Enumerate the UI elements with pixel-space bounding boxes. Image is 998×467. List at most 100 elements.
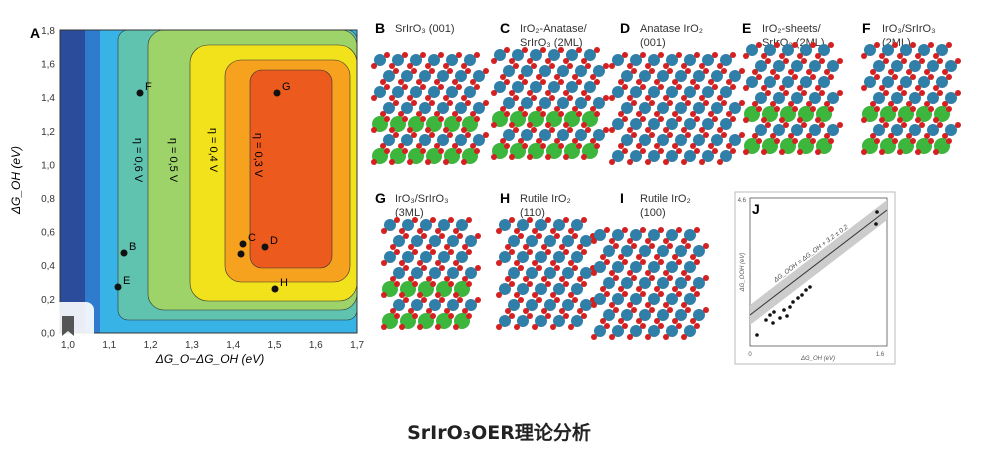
atom-o	[618, 254, 624, 260]
atom-ir	[630, 150, 642, 162]
atom-o	[447, 100, 453, 106]
atom-o	[717, 127, 723, 133]
atom-o	[531, 63, 537, 69]
atom-o	[631, 100, 637, 106]
atom-ir	[521, 97, 533, 109]
atom-o	[443, 95, 449, 101]
atom-o	[540, 79, 546, 85]
atom-o	[690, 111, 696, 117]
atom-ir	[521, 65, 533, 77]
panel-title: Rutile IrO₂	[520, 193, 571, 205]
atom-o	[703, 275, 709, 281]
atom-o	[906, 133, 912, 139]
atom-o	[594, 143, 600, 149]
atom-o	[577, 276, 583, 282]
atom-o	[888, 101, 894, 107]
atom-o	[915, 53, 921, 59]
atom-o	[928, 138, 934, 144]
atom-ir	[684, 54, 696, 66]
x-tick-label: 1,7	[350, 340, 364, 351]
atom-o	[536, 233, 542, 239]
atom-o	[523, 308, 529, 314]
atom-o	[919, 58, 925, 64]
atom-o	[594, 47, 600, 53]
atom-o	[649, 307, 655, 313]
atom-o	[618, 79, 624, 85]
atom-o	[756, 74, 762, 80]
atom-o	[434, 111, 440, 117]
data-point	[136, 89, 144, 97]
atom-ir	[508, 299, 520, 311]
atom-o	[676, 52, 682, 58]
atom-o	[572, 74, 578, 80]
panel-label: E	[742, 20, 751, 36]
atom-o	[717, 63, 723, 69]
atom-o	[421, 297, 427, 303]
atom-o	[676, 227, 682, 233]
atom-o	[658, 148, 664, 154]
atom-ir	[657, 134, 669, 146]
panel-title: Rutile IrO₂	[640, 193, 691, 205]
atom-o	[504, 111, 510, 117]
atom-o	[408, 276, 414, 282]
atom-o	[824, 69, 830, 75]
atom-o	[434, 143, 440, 149]
atom-ir	[936, 44, 948, 56]
atom-o	[532, 292, 538, 298]
atom-o	[394, 217, 400, 223]
atom-ir	[530, 49, 542, 61]
atom-o	[402, 84, 408, 90]
atom-ir	[936, 76, 948, 88]
atom-o	[541, 308, 547, 314]
atom-ir	[791, 124, 803, 136]
atom-o	[946, 106, 952, 112]
atom-ir	[401, 134, 413, 146]
atom-ir	[693, 245, 705, 257]
atom-ir	[553, 251, 565, 263]
atom-o	[541, 244, 547, 250]
atom-o	[663, 127, 669, 133]
atom-o	[452, 79, 458, 85]
atom-o	[883, 58, 889, 64]
atom-o	[462, 308, 468, 314]
x-tick-label: 1,6	[309, 340, 323, 351]
atom-o	[774, 138, 780, 144]
atom-o	[439, 233, 445, 239]
atom-o	[466, 281, 472, 287]
atom-o	[933, 149, 939, 155]
atom-o	[402, 116, 408, 122]
atom-o	[797, 53, 803, 59]
atom-ir	[648, 150, 660, 162]
atom-ir	[447, 235, 459, 247]
atom-ir	[383, 134, 395, 146]
atom-ir	[630, 293, 642, 305]
atom-o	[770, 101, 776, 107]
atom-o	[509, 217, 515, 223]
atom-ir	[420, 251, 432, 263]
atom-o	[509, 122, 515, 128]
atom-ir	[720, 54, 732, 66]
atom-o	[640, 291, 646, 297]
atom-o	[861, 53, 867, 59]
atom-o	[453, 228, 459, 234]
atom-ir	[557, 97, 569, 109]
atom-o	[828, 138, 834, 144]
atom-ir	[392, 54, 404, 66]
atom-o	[703, 243, 709, 249]
atom-o	[897, 85, 903, 91]
atom-ir	[517, 251, 529, 263]
atom-ir	[594, 261, 606, 273]
atom-ir	[571, 315, 583, 327]
atom-ir	[809, 124, 821, 136]
atom-o	[631, 68, 637, 74]
atom-o	[946, 138, 952, 144]
atom-o	[761, 53, 767, 59]
atom-o	[457, 265, 463, 271]
atom-o	[640, 116, 646, 122]
atom-o	[474, 116, 480, 122]
atom-o	[448, 217, 454, 223]
atom-o	[505, 276, 511, 282]
atom-ir	[393, 235, 405, 247]
atom-o	[667, 275, 673, 281]
atom-o	[527, 90, 533, 96]
